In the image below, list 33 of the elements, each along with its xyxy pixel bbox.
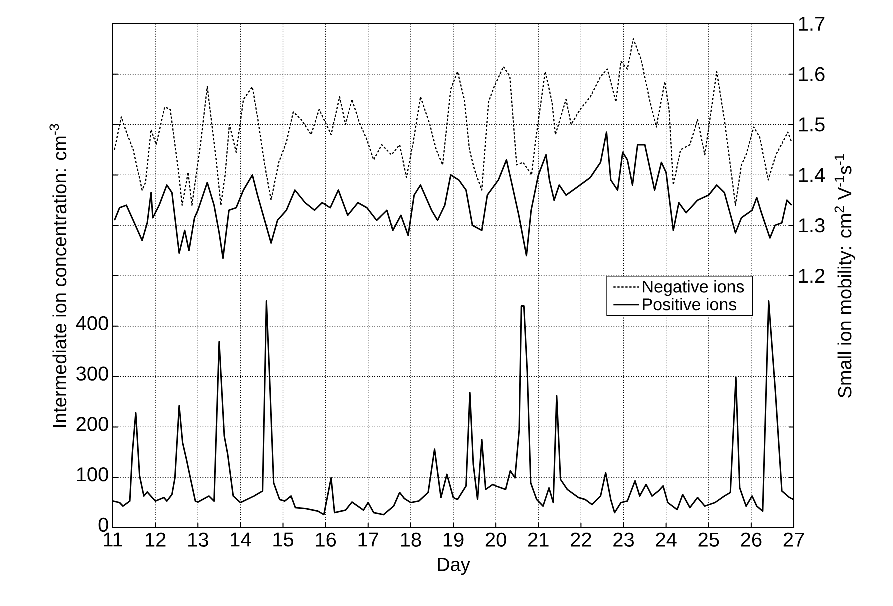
- x-tick-label: 24: [656, 532, 677, 547]
- y-tick-label: 200: [76, 417, 108, 432]
- legend-label: Negative ions: [643, 280, 744, 296]
- y2-tick-label: 1.3: [799, 218, 825, 233]
- x-tick-label: 15: [274, 532, 294, 547]
- y-tick-label: 300: [76, 366, 108, 381]
- x-tick-label: 23: [614, 532, 634, 547]
- x-tick-label: 19: [444, 532, 464, 547]
- x-tick-label: 27: [784, 532, 804, 547]
- x-axis-title: Day: [438, 558, 470, 576]
- y2-tick-label: 1.5: [799, 118, 825, 132]
- x-tick-label: 25: [698, 532, 720, 547]
- y-tick-label: 0: [98, 518, 108, 532]
- x-tick-label: 20: [486, 532, 506, 547]
- y2-tick-label: 1.4: [799, 168, 826, 182]
- x-tick-label: 17: [358, 532, 378, 547]
- x-tick-label: 12: [146, 532, 166, 547]
- y2-tick-label: 1.6: [799, 67, 825, 82]
- x-tick-label: 14: [231, 532, 252, 547]
- x-tick-label: 22: [571, 532, 592, 547]
- legend-label: Positive ions: [643, 298, 737, 311]
- x-tick-label: 21: [528, 532, 549, 547]
- y-tick-label: 100: [77, 468, 108, 482]
- x-tick-label: 13: [188, 532, 208, 547]
- x-tick-label: 11: [104, 532, 122, 547]
- y2-axis-title: Small ion mobility: cm$^{2}$ V$^{-1}$s$^{-1}$: [834, 154, 856, 398]
- y-tick-label: 400: [76, 316, 108, 330]
- y-axis-title: Intermediate ion concentration: cm$^{-3}$: [50, 124, 67, 428]
- y2-tick-label: 1.7: [799, 17, 825, 31]
- x-tick-label: 16: [316, 532, 336, 547]
- x-tick-label: 26: [741, 532, 762, 547]
- x-tick-label: 18: [401, 532, 422, 547]
- y2-tick-label: 1.2: [799, 269, 825, 283]
